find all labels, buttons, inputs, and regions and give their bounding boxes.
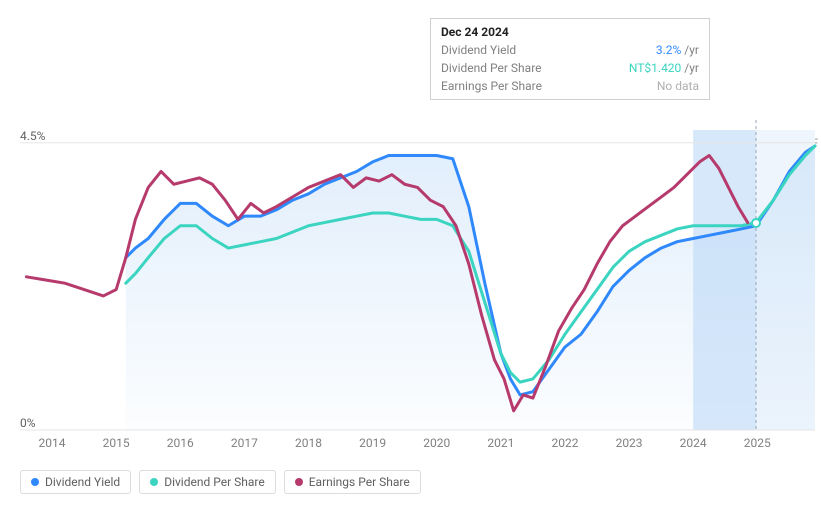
tooltip-row-label: Dividend Yield: [441, 43, 516, 57]
tooltip-row-label: Earnings Per Share: [441, 79, 542, 93]
x-axis-label: 2025: [744, 436, 771, 450]
legend-item-label: Dividend Yield: [45, 475, 120, 489]
x-axis-label: 2019: [359, 436, 386, 450]
tooltip-row-nodata: No data: [657, 79, 699, 93]
x-axis-label: 2017: [231, 436, 258, 450]
x-axis-label: 2024: [680, 436, 707, 450]
legend-dot-icon: [150, 478, 158, 486]
x-axis-label: 2023: [616, 436, 643, 450]
tooltip-row: Dividend Per Share NT$1.420/yr: [431, 59, 709, 77]
legend-item-dividend-per-share[interactable]: Dividend Per Share: [139, 470, 276, 494]
x-axis-label: 2018: [295, 436, 322, 450]
tooltip-date: Dec 24 2024: [431, 19, 709, 41]
tooltip-row: Earnings Per Share No data: [431, 77, 709, 95]
x-axis-label: 2021: [487, 436, 514, 450]
x-axis-label: 2014: [39, 436, 66, 450]
x-axis-label: 2016: [167, 436, 194, 450]
legend-item-earnings-per-share[interactable]: Earnings Per Share: [284, 470, 421, 494]
chart-tooltip: Dec 24 2024Dividend Yield3.2%/yrDividend…: [430, 18, 710, 100]
x-axis-label: 2020: [423, 436, 450, 450]
tooltip-row: Dividend Yield 3.2%/yr: [431, 41, 709, 59]
tooltip-row-value: NT$1.420/yr: [629, 61, 699, 75]
x-axis-label: 2022: [551, 436, 578, 450]
chart-legend: Dividend Yield Dividend Per Share Earnings…: [20, 470, 421, 494]
legend-item-label: Earnings Per Share: [309, 475, 410, 489]
hover-marker: [751, 218, 761, 228]
legend-dot-icon: [31, 478, 39, 486]
tooltip-row-label: Dividend Per Share: [441, 61, 542, 75]
dividend-chart: Dec 24 2024Dividend Yield3.2%/yrDividend…: [0, 0, 821, 508]
legend-item-dividend-yield[interactable]: Dividend Yield: [20, 470, 131, 494]
legend-dot-icon: [295, 478, 303, 486]
legend-item-label: Dividend Per Share: [164, 475, 265, 489]
x-axis-label: 2015: [103, 436, 130, 450]
tooltip-row-value: 3.2%/yr: [656, 43, 699, 57]
